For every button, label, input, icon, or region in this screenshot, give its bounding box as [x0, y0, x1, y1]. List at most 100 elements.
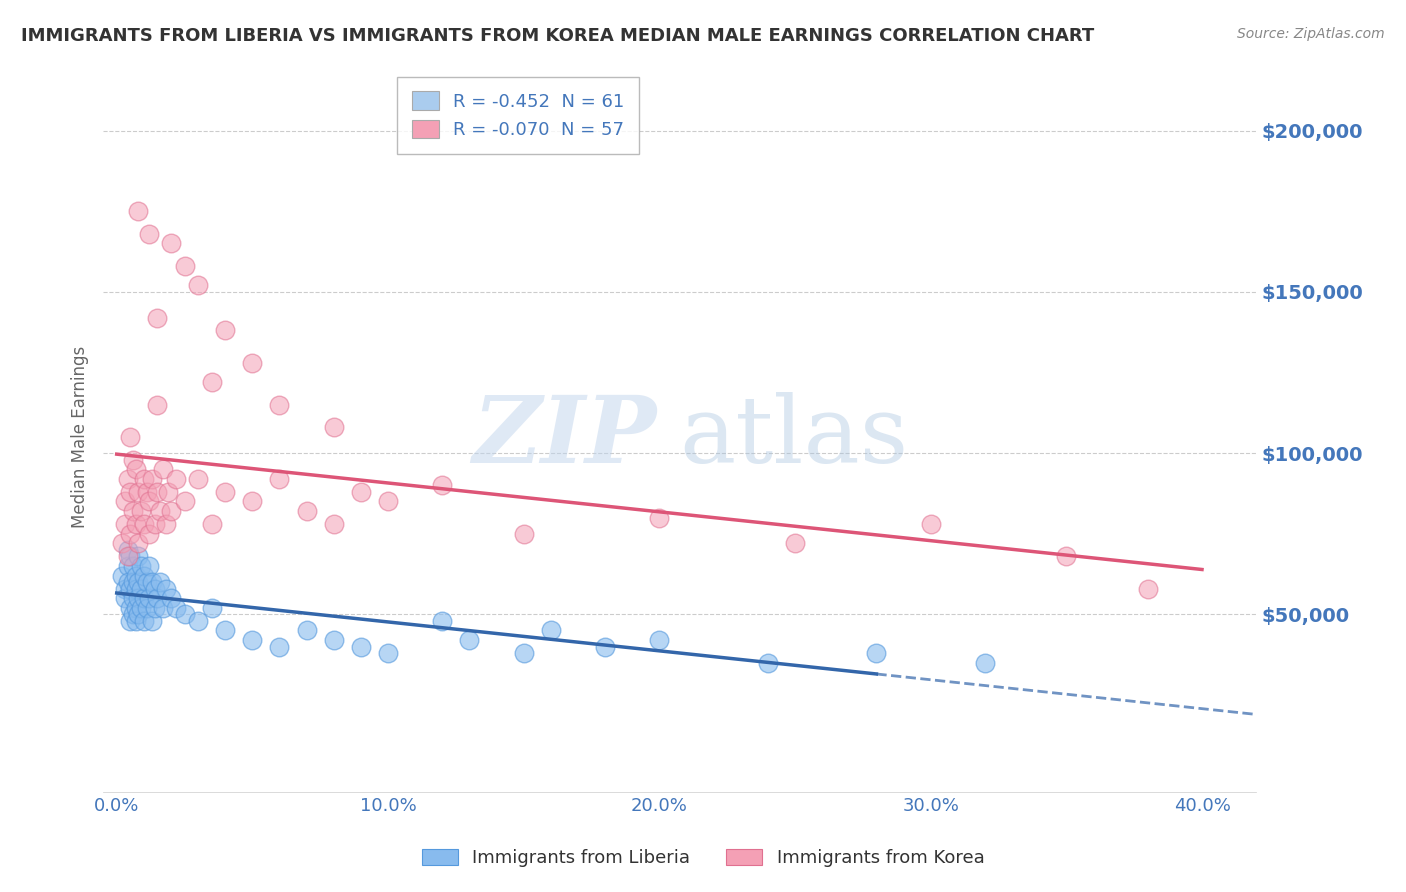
Point — [165, 600, 187, 615]
Point — [187, 472, 209, 486]
Point — [127, 549, 149, 564]
Point — [146, 591, 169, 606]
Point — [127, 575, 149, 590]
Point — [920, 516, 942, 531]
Point — [132, 568, 155, 582]
Point — [138, 526, 160, 541]
Point — [141, 614, 163, 628]
Point — [132, 516, 155, 531]
Point — [173, 494, 195, 508]
Point — [135, 600, 157, 615]
Point — [540, 624, 562, 638]
Point — [117, 472, 139, 486]
Point — [377, 646, 399, 660]
Point — [648, 510, 671, 524]
Text: Source: ZipAtlas.com: Source: ZipAtlas.com — [1237, 27, 1385, 41]
Point — [173, 607, 195, 622]
Point — [152, 600, 174, 615]
Point — [152, 462, 174, 476]
Point — [132, 591, 155, 606]
Point — [120, 430, 142, 444]
Point — [974, 656, 997, 670]
Point — [783, 536, 806, 550]
Point — [593, 640, 616, 654]
Point — [117, 542, 139, 557]
Point — [122, 504, 145, 518]
Point — [141, 472, 163, 486]
Point — [111, 568, 134, 582]
Point — [117, 549, 139, 564]
Point — [114, 494, 136, 508]
Point — [201, 516, 224, 531]
Point — [143, 582, 166, 596]
Point — [138, 591, 160, 606]
Point — [240, 494, 263, 508]
Point — [132, 472, 155, 486]
Point — [149, 504, 172, 518]
Point — [120, 526, 142, 541]
Point — [120, 484, 142, 499]
Legend: R = -0.452  N = 61, R = -0.070  N = 57: R = -0.452 N = 61, R = -0.070 N = 57 — [398, 77, 640, 153]
Point — [187, 614, 209, 628]
Point — [127, 204, 149, 219]
Point — [432, 478, 454, 492]
Point — [157, 484, 180, 499]
Point — [125, 568, 148, 582]
Y-axis label: Median Male Earnings: Median Male Earnings — [72, 346, 89, 528]
Point — [135, 575, 157, 590]
Point — [214, 624, 236, 638]
Point — [1054, 549, 1077, 564]
Point — [117, 558, 139, 573]
Point — [322, 516, 344, 531]
Point — [122, 591, 145, 606]
Point — [143, 600, 166, 615]
Point — [125, 600, 148, 615]
Point — [127, 536, 149, 550]
Point — [138, 494, 160, 508]
Point — [120, 614, 142, 628]
Point — [269, 472, 291, 486]
Point — [122, 452, 145, 467]
Point — [160, 591, 183, 606]
Point — [125, 582, 148, 596]
Point — [295, 504, 318, 518]
Point — [129, 600, 152, 615]
Point — [648, 633, 671, 648]
Point — [129, 558, 152, 573]
Point — [160, 504, 183, 518]
Point — [146, 398, 169, 412]
Point — [173, 259, 195, 273]
Point — [143, 516, 166, 531]
Point — [322, 633, 344, 648]
Point — [149, 575, 172, 590]
Text: atlas: atlas — [679, 392, 908, 482]
Point — [201, 375, 224, 389]
Point — [114, 516, 136, 531]
Point — [129, 582, 152, 596]
Point — [165, 472, 187, 486]
Text: ZIP: ZIP — [472, 392, 657, 482]
Point — [160, 236, 183, 251]
Point — [120, 600, 142, 615]
Point — [350, 640, 373, 654]
Point — [269, 398, 291, 412]
Point — [240, 356, 263, 370]
Point — [120, 582, 142, 596]
Point — [120, 549, 142, 564]
Point — [458, 633, 481, 648]
Point — [240, 633, 263, 648]
Point — [155, 582, 177, 596]
Point — [125, 516, 148, 531]
Point — [201, 600, 224, 615]
Legend: Immigrants from Liberia, Immigrants from Korea: Immigrants from Liberia, Immigrants from… — [415, 841, 991, 874]
Point — [127, 484, 149, 499]
Point — [122, 558, 145, 573]
Point — [111, 536, 134, 550]
Point — [350, 484, 373, 499]
Point — [756, 656, 779, 670]
Point — [512, 646, 534, 660]
Point — [377, 494, 399, 508]
Text: IMMIGRANTS FROM LIBERIA VS IMMIGRANTS FROM KOREA MEDIAN MALE EARNINGS CORRELATIO: IMMIGRANTS FROM LIBERIA VS IMMIGRANTS FR… — [21, 27, 1094, 45]
Point — [214, 484, 236, 499]
Point — [214, 324, 236, 338]
